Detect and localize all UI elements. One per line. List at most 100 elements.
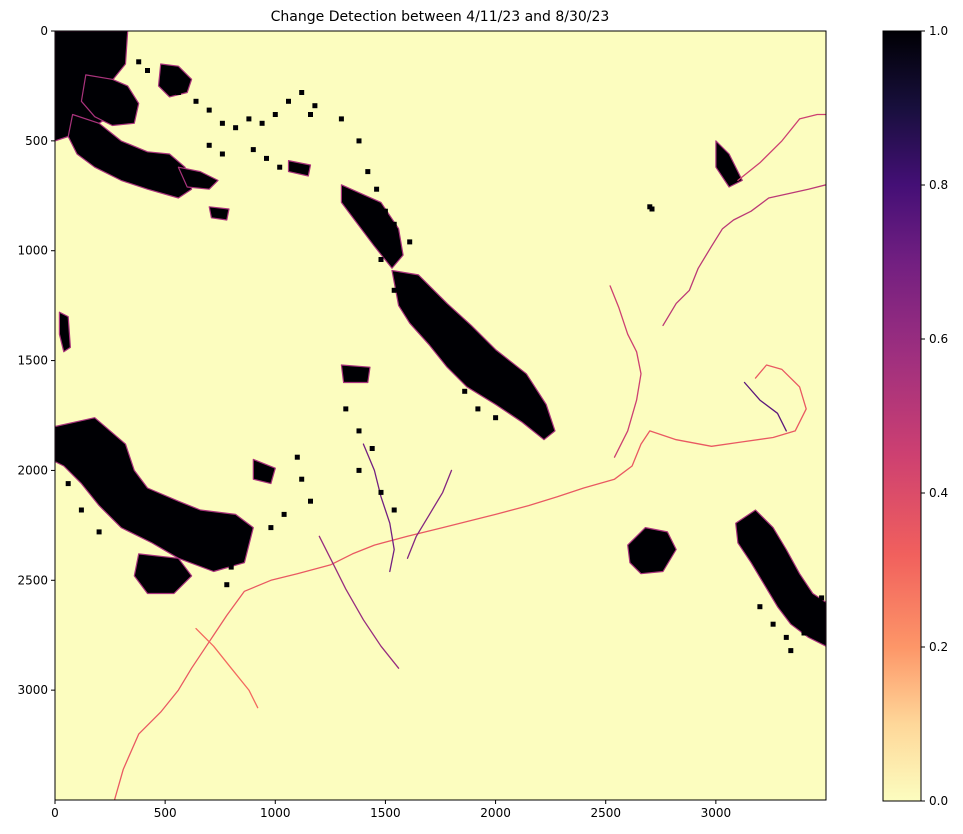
change-region	[55, 417, 254, 573]
change-speckle	[268, 525, 274, 531]
change-region	[208, 206, 230, 221]
change-speckle	[788, 648, 794, 654]
y-axis: 0 500 1000 1500 2000 2500 3000	[17, 24, 55, 697]
change-speckle	[382, 208, 388, 214]
change-line	[113, 364, 807, 800]
y-tick-label: 2500	[17, 573, 48, 587]
change-speckle	[391, 507, 397, 513]
heatmap-background	[55, 31, 826, 800]
change-speckle	[391, 287, 397, 293]
x-tick-label: 2000	[480, 806, 511, 820]
x-axis: 0 500 1000 1500 2000 2500 3000	[51, 800, 731, 820]
colorbar-ticks: 0.0 0.2 0.4 0.6 0.8 1.0	[921, 24, 948, 808]
change-speckle	[219, 120, 225, 126]
y-tick-label: 500	[25, 134, 48, 148]
change-region	[287, 160, 312, 177]
change-speckle	[369, 446, 375, 451]
change-speckle	[85, 37, 91, 43]
change-speckle	[407, 239, 413, 245]
change-speckle	[801, 630, 807, 636]
colorbar-tick-label: 1.0	[929, 24, 948, 38]
change-speckle	[272, 112, 278, 117]
change-line	[609, 285, 642, 458]
change-speckle	[78, 507, 84, 513]
change-speckle	[281, 511, 287, 517]
change-speckle	[193, 98, 199, 104]
change-speckle	[391, 221, 397, 227]
change-speckle	[649, 206, 655, 212]
colorbar-tick-label: 0.8	[929, 178, 948, 192]
x-tick-label: 1500	[370, 806, 401, 820]
change-speckle	[224, 582, 230, 588]
change-region	[67, 113, 193, 199]
change-speckle	[228, 564, 234, 570]
change-speckle	[308, 498, 313, 504]
change-region	[58, 311, 72, 353]
change-lines	[113, 113, 826, 800]
change-region	[133, 553, 193, 595]
change-speckle	[777, 571, 783, 577]
change-speckle	[746, 533, 752, 539]
y-tick-label: 2000	[17, 463, 48, 477]
change-region	[340, 364, 371, 384]
change-speckle	[493, 415, 499, 421]
change-speckle	[259, 120, 265, 126]
change-speckle	[374, 186, 380, 192]
change-line	[318, 535, 400, 669]
change-speckle	[356, 138, 362, 144]
change-speckle	[103, 43, 109, 49]
change-region	[627, 526, 677, 575]
change-line	[743, 381, 787, 432]
change-speckle	[299, 476, 305, 482]
change-speckle	[219, 151, 225, 157]
change-speckle	[206, 142, 212, 148]
change-speckle	[810, 612, 816, 618]
change-speckle	[206, 107, 212, 113]
change-speckle	[294, 454, 300, 460]
colorbar-tick-label: 0.0	[929, 794, 948, 808]
change-region	[715, 140, 743, 188]
y-tick-label: 1000	[17, 244, 48, 258]
change-speckle	[764, 553, 769, 559]
colorbar-tick-label: 0.2	[929, 640, 948, 654]
change-region	[177, 166, 219, 190]
plot-frame	[54, 30, 827, 801]
change-speckle	[175, 90, 181, 95]
change-line	[195, 627, 259, 709]
change-region	[252, 458, 276, 485]
change-line	[737, 113, 826, 182]
change-speckle	[308, 112, 313, 117]
x-tick-label: 2500	[590, 806, 621, 820]
change-speckle	[136, 59, 142, 65]
change-line	[362, 443, 395, 573]
x-tick-label: 3000	[701, 806, 732, 820]
change-speckle	[378, 257, 384, 262]
colorbar-tick-label: 0.6	[929, 332, 948, 346]
colorbar-tick-label: 0.4	[929, 486, 948, 500]
change-speckles	[65, 37, 825, 654]
change-speckle	[145, 68, 150, 73]
change-speckle	[118, 48, 124, 54]
change-regions	[55, 31, 826, 647]
change-speckle	[241, 538, 247, 544]
change-region	[157, 63, 193, 98]
change-speckle	[87, 459, 93, 465]
colorbar: 0.0 0.2 0.4 0.6 0.8 1.0	[882, 24, 948, 808]
change-speckle	[757, 604, 763, 610]
change-speckle	[246, 116, 252, 122]
change-speckle	[65, 481, 71, 487]
change-speckle	[356, 467, 362, 473]
change-speckle	[286, 98, 291, 104]
heatmap-plot	[54, 30, 827, 801]
change-region	[391, 269, 556, 441]
change-speckle	[338, 116, 344, 122]
change-speckle	[96, 529, 102, 535]
change-speckle	[475, 406, 481, 412]
change-region	[735, 509, 826, 647]
change-speckle	[233, 125, 239, 131]
change-speckle	[770, 621, 776, 627]
chart-title: Change Detection between 4/11/23 and 8/3…	[271, 9, 610, 25]
change-speckle	[378, 489, 384, 495]
y-tick-label: 1500	[17, 354, 48, 368]
change-speckle	[783, 634, 789, 640]
